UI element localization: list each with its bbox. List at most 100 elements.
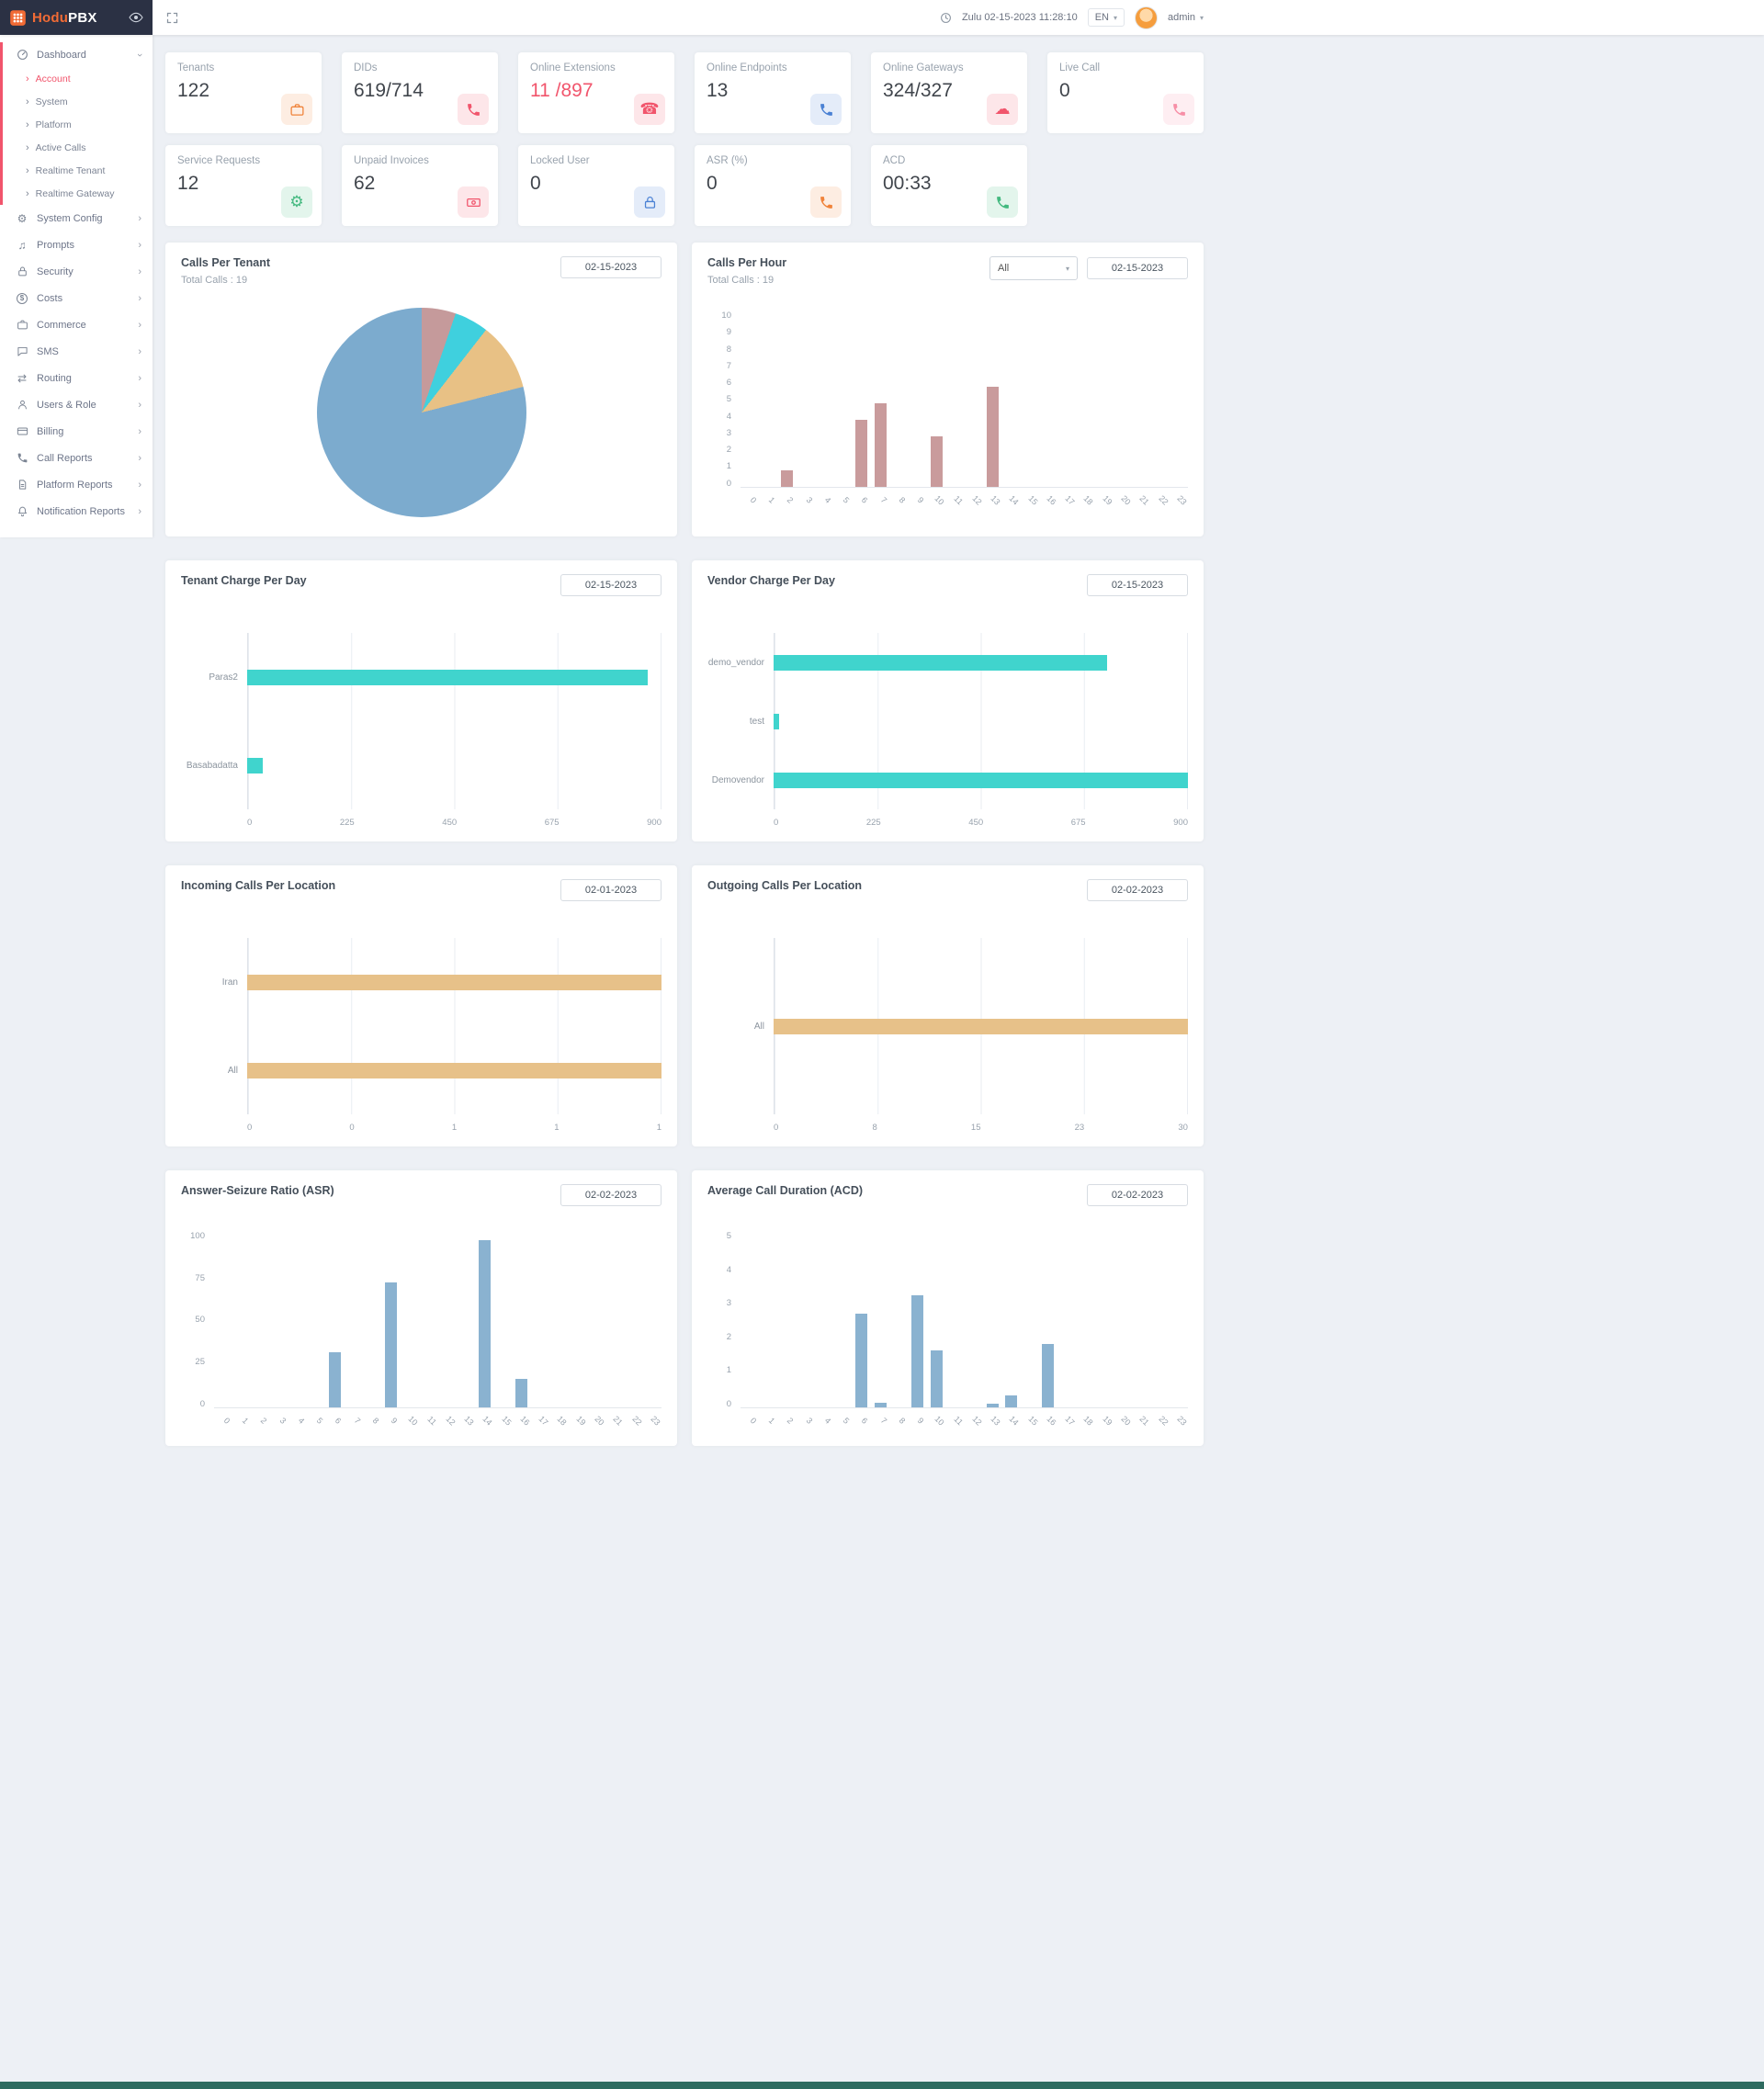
stat-label: Locked User (530, 155, 590, 166)
chart-title: Answer-Seizure Ratio (ASR) (181, 1184, 334, 1197)
stat-value: 619/714 (354, 80, 424, 101)
sidebar-item-commerce[interactable]: Commerce › (0, 311, 153, 338)
chevron-down-icon: ▾ (1199, 13, 1204, 22)
sidebar-item-users-role[interactable]: Users & Role › (0, 391, 153, 418)
sidebar-item-label: Platform Reports (37, 479, 113, 491)
hbar-row-demovendor: Demovendor (707, 772, 1188, 788)
chevron-down-icon: ▾ (1065, 264, 1069, 273)
sidebar-item-label: System (35, 96, 68, 107)
sidebar-item-system-config[interactable]: ⚙ System Config › (0, 205, 153, 231)
chart-subtitle: Total Calls : 19 (181, 275, 248, 286)
stat-label: Unpaid Invoices (354, 155, 429, 166)
date-picker[interactable]: 02-15-2023 (1087, 257, 1188, 279)
sidebar-item-label: Platform (35, 119, 72, 130)
bar (781, 469, 794, 487)
sidebar-item-system[interactable]: › System (3, 90, 153, 113)
briefcase-icon (15, 319, 29, 331)
date-picker[interactable]: 02-01-2023 (560, 879, 662, 901)
stat-value: 0 (707, 173, 718, 194)
chevron-down-icon: ▾ (1114, 13, 1118, 22)
date-picker[interactable]: 02-15-2023 (560, 574, 662, 596)
y-axis: 10 9 8 7 6 5 4 3 2 1 0 (721, 311, 731, 489)
chevron-right-icon: › (138, 452, 141, 464)
phone-icon (1163, 94, 1194, 125)
sidebar-item-realtime-gateway[interactable]: › Realtime Gateway (3, 182, 153, 205)
language-select[interactable]: EN ▾ (1087, 8, 1125, 27)
bar (986, 386, 999, 487)
category-label: Basabadatta (186, 760, 238, 771)
sidebar-item-label: Routing (37, 372, 72, 384)
x-axis: 0 1 2 3 4 5 6 7 8 9 10 11 12 13 14 15 16 17 18 19 20 21 22 23 (748, 1414, 1189, 1428)
brand: HoduPBX (0, 0, 153, 35)
category-label: Paras2 (209, 672, 238, 683)
sidebar-item-security[interactable]: Security › (0, 258, 153, 285)
chart-card-vendor-charge: Vendor Charge Per Day 02-15-2023 demo_ve… (692, 560, 1204, 841)
bar (247, 669, 648, 685)
date-picker[interactable]: 02-02-2023 (560, 1184, 662, 1206)
hbar-row-paras2: Paras2 (181, 669, 662, 685)
user-icon (15, 399, 29, 411)
bar (930, 1350, 943, 1407)
stat-value: 11 /897 (530, 80, 594, 101)
chart-card-calls-per-hour: Calls Per Hour Total Calls : 19 All ▾ 02… (692, 243, 1204, 536)
hbar-row-iran: Iran (181, 974, 662, 990)
sidebar-item-prompts[interactable]: ♫ Prompts › (0, 231, 153, 258)
acd-bar-chart: 5 4 3 2 1 0 0 1 2 3 4 5 6 7 8 9 10 11 12 13 14 15 16 17 18 19 20 21… (707, 1223, 1189, 1432)
category-label: demo_vendor (707, 657, 764, 668)
bar (774, 1018, 1188, 1034)
stat-value: 62 (354, 173, 376, 194)
chevron-right-icon: › (26, 119, 29, 130)
sidebar-item-label: Active Calls (35, 141, 86, 153)
sidebar-item-platform[interactable]: › Platform (3, 113, 153, 136)
tenant-filter-select[interactable]: All ▾ (989, 256, 1078, 280)
bar (874, 1402, 887, 1407)
x-axis: 0 1 2 3 4 5 6 7 8 9 10 11 12 13 14 15 16 17 18 19 20 21 22 23 (221, 1414, 662, 1428)
sidebar-item-platform-reports[interactable]: Platform Reports › (0, 471, 153, 498)
sidebar-item-realtime-tenant[interactable]: › Realtime Tenant (3, 159, 153, 182)
incoming-calls-bar-chart: Iran All 0 0 1 1 1 (181, 938, 662, 1133)
briefcase-icon (281, 94, 312, 125)
sidebar-item-sms[interactable]: SMS › (0, 338, 153, 365)
user-avatar[interactable] (1135, 6, 1159, 29)
sidebar-item-costs[interactable]: $ Costs › (0, 285, 153, 311)
fullscreen-icon[interactable] (165, 11, 179, 25)
bar (247, 974, 662, 990)
chevron-right-icon: › (138, 265, 141, 277)
hbar-row-all: All (181, 1062, 662, 1078)
date-picker[interactable]: 02-15-2023 (1087, 574, 1188, 596)
plot-area (741, 311, 1188, 488)
dollar-icon: $ (15, 292, 29, 304)
date-picker[interactable]: 02-15-2023 (560, 256, 662, 278)
sidebar-item-call-reports[interactable]: Call Reports › (0, 445, 153, 471)
plot-area: All (707, 938, 1188, 1114)
chevron-right-icon: › (26, 73, 29, 85)
bell-icon (15, 505, 29, 517)
sidebar-item-notification-reports[interactable]: Notification Reports › (0, 498, 153, 525)
stat-value: 00:33 (883, 173, 932, 194)
sidebar-item-routing[interactable]: ⇄ Routing › (0, 365, 153, 391)
sidebar-toggle-eye-icon[interactable] (129, 12, 143, 23)
chevron-right-icon: › (138, 239, 141, 251)
sidebar-item-billing[interactable]: Billing › (0, 418, 153, 445)
sidebar-group-dashboard: Dashboard › › Account › System › Platform › Act… (0, 42, 153, 205)
sidebar-item-dashboard[interactable]: Dashboard › (3, 42, 153, 67)
bar (874, 403, 887, 487)
chevron-right-icon: › (138, 319, 141, 331)
category-label: All (227, 1065, 238, 1076)
lock-icon (15, 265, 29, 277)
sidebar-item-label: Security (37, 265, 74, 277)
sidebar-item-account[interactable]: › Account (3, 67, 153, 90)
date-picker[interactable]: 02-02-2023 (1087, 879, 1188, 901)
y-axis: 100 75 50 25 0 (190, 1231, 205, 1409)
chart-title: Vendor Charge Per Day (707, 574, 835, 587)
user-menu[interactable]: admin ▾ (1168, 12, 1204, 23)
sidebar: Dashboard › › Account › System › Platform › Act… (0, 35, 153, 537)
sidebar-item-active-calls[interactable]: › Active Calls (3, 136, 153, 159)
desk-phone-icon: ☎ (634, 94, 665, 125)
sidebar-item-label: Billing (37, 425, 64, 437)
datetime-label: Zulu 02-15-2023 11:28:10 (961, 12, 1078, 23)
stat-label: ASR (%) (707, 155, 748, 166)
date-picker[interactable]: 02-02-2023 (1087, 1184, 1188, 1206)
sidebar-item-label: Dashboard (37, 49, 86, 61)
